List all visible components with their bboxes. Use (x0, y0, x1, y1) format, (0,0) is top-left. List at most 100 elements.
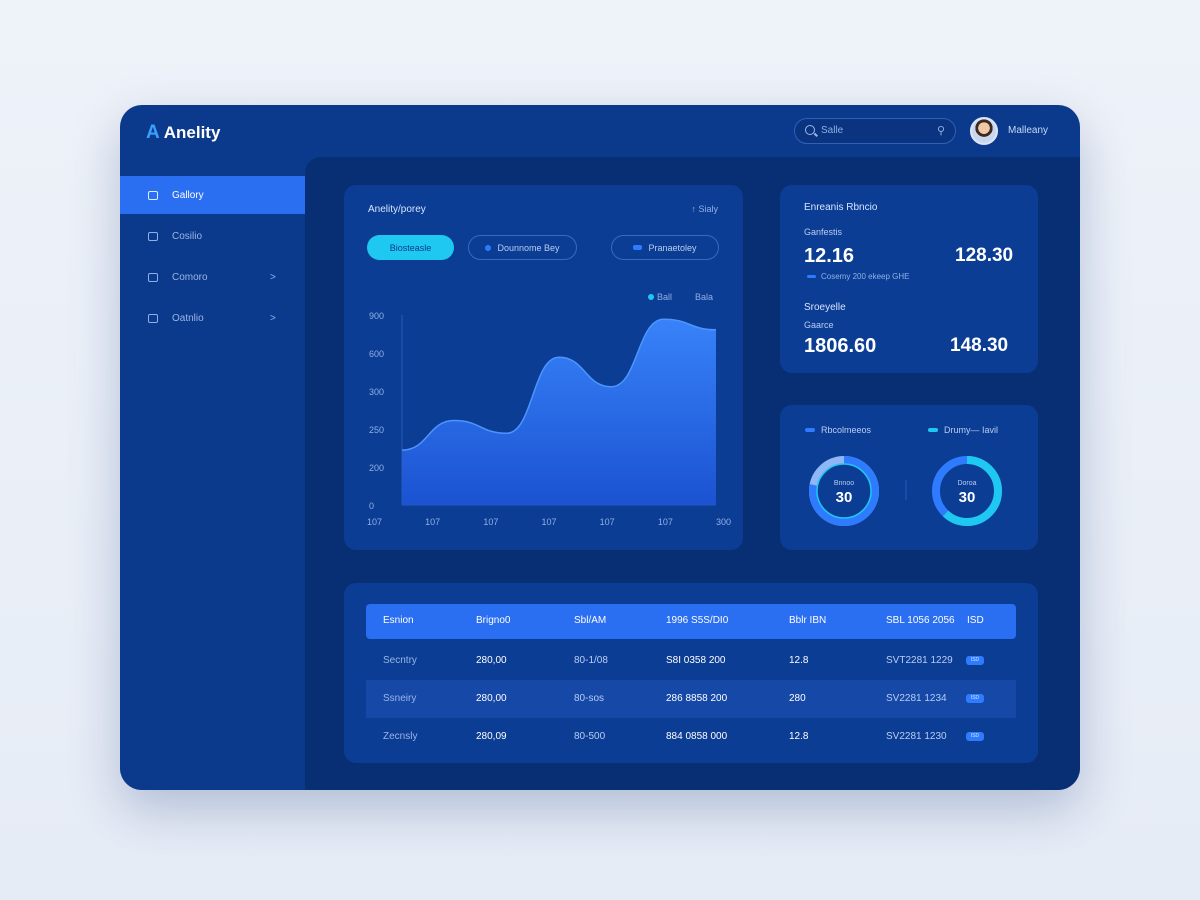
legend-swatch-icon (805, 428, 815, 432)
stat-label: Sroeyelle (804, 302, 846, 313)
area-series[interactable] (402, 319, 716, 505)
filter-pill-3[interactable]: Pranaetoley (611, 235, 719, 260)
table-cell: 286 8858 200 (666, 693, 728, 704)
table-row[interactable]: Secntry 280,00 80-1/08 S8I 0358 200 12.8… (366, 642, 1016, 680)
stat-label: Gaarce (804, 320, 834, 330)
status-badge[interactable]: ISD (966, 694, 984, 703)
pill-label: Dounnome Bey (497, 242, 560, 253)
avatar[interactable] (970, 117, 998, 145)
sidebar-item-label: Gallory (172, 189, 204, 201)
sidebar-item-comoro[interactable]: Comoro > (120, 258, 305, 296)
x-tick-label: 107 (483, 517, 498, 527)
status-badge[interactable]: ISD (966, 732, 984, 741)
data-table-card: Esnion Brigno0 Sbl/AM 1996 S5S/DI0 Bblr … (344, 583, 1038, 763)
legend-swatch-icon (633, 245, 643, 250)
table-cell: 80-500 (574, 731, 606, 742)
x-tick-label: 300 (716, 517, 731, 527)
folder-icon (148, 231, 158, 241)
donut-inner-ring (816, 463, 872, 519)
donut-label: Bnnoo (834, 480, 854, 487)
y-tick-label: 600 (369, 349, 384, 359)
table-cell: SV2281 1234 (886, 693, 947, 704)
pill-label: Pranaetoley (648, 242, 697, 253)
logo-icon: A (146, 122, 160, 143)
sidebar: Gallory Cosilio Comoro > Oatnlio > (120, 160, 305, 790)
search-input[interactable]: Salle ⚲ (794, 118, 956, 144)
column-header[interactable]: Bblr IBN (789, 615, 827, 626)
pill-label: Biosteasle (389, 242, 432, 253)
legend-swatch-icon (928, 428, 938, 432)
donut-chart-1[interactable]: Bnnoo 30 (809, 456, 879, 526)
table-cell: 280,00 (476, 655, 507, 666)
table-row[interactable]: Zecnsly 280,09 80-500 884 0858 000 12.8 … (366, 718, 1016, 756)
table-cell: Ssneiry (383, 693, 417, 704)
area-chart-card: Anelity/porey ↑ Sialy Biosteasle Dounnom… (344, 185, 743, 550)
x-tick-label: 107 (367, 517, 382, 527)
stat-value: 148.30 (950, 335, 1009, 356)
donut-legend-label: Drumy— Iavil (944, 425, 999, 435)
user-name[interactable]: Malleany (1008, 125, 1049, 136)
stats-legend: Cosemy 200 ekeep GHE (807, 272, 910, 281)
table-row[interactable]: Ssneiry 280,00 80-sos 286 8858 200 280 S… (366, 680, 1016, 718)
sidebar-item-label: Oatnlio (172, 312, 204, 324)
main-content: Anelity/porey ↑ Sialy Biosteasle Dounnom… (305, 157, 1080, 790)
sidebar-item-label: Comoro (172, 271, 208, 283)
column-header[interactable]: Sbl/AM (574, 615, 607, 626)
stats-title: Enreanis Rbncio (804, 202, 878, 213)
sliders-icon[interactable]: ⚲ (936, 125, 945, 137)
chart-more-link[interactable]: ↑ Sialy (691, 204, 718, 214)
top-bar: A Anelity Salle ⚲ Malleany (120, 105, 1080, 160)
y-tick-label: 0 (369, 501, 374, 511)
donut-card: Rbcolmeeos Drumy— Iavil Bnnoo 30 Doroa 3… (780, 405, 1038, 550)
database-icon (148, 313, 158, 323)
stats-card: Enreanis Rbncio Ganfestis 12.16 128.30 C… (780, 185, 1038, 373)
legend-dot (648, 294, 654, 300)
chart-legend: Ball Bala (648, 292, 713, 302)
app-logo[interactable]: A Anelity (146, 122, 220, 144)
chart-title: Anelity/porey (368, 204, 426, 215)
chevron-right-icon: > (270, 312, 276, 324)
column-header[interactable]: Esnion (383, 615, 414, 626)
table-cell: 280,00 (476, 693, 507, 704)
legend-label: Bala (695, 292, 713, 302)
stats-legend-label: Cosemy 200 ekeep GHE (821, 272, 910, 281)
area-chart[interactable]: Ball Bala 900 600 300 250 200 0 107 107 107 107 10… (344, 285, 743, 535)
x-tick-label: 107 (600, 517, 615, 527)
stat-value: 128.30 (955, 245, 1014, 266)
app-window: A Anelity Salle ⚲ Malleany Gallory Cosil… (120, 105, 1080, 790)
status-badge[interactable]: ISD (966, 656, 984, 665)
legend-label: Ball (657, 292, 672, 302)
x-tick-label: 107 (658, 517, 673, 527)
y-tick-label: 900 (369, 311, 384, 321)
table-cell: 280,09 (476, 731, 507, 742)
stat-value: 12.16 (804, 245, 855, 267)
donut-arc (809, 456, 879, 526)
column-header[interactable]: SBL 1056 2056 (886, 615, 955, 626)
column-header[interactable]: ISD (967, 615, 984, 626)
donut-value: 30 (959, 489, 976, 506)
column-header[interactable]: 1996 S5S/DI0 (666, 615, 729, 626)
donut-legend-label: Rbcolmeeos (821, 425, 872, 435)
donut-legend-2: Drumy— Iavil (928, 425, 998, 435)
y-tick-label: 200 (369, 463, 384, 473)
table-cell: 80-1/08 (574, 655, 608, 666)
search-placeholder: Salle (821, 125, 844, 136)
donut-value: 30 (836, 489, 853, 506)
sidebar-item-gallory[interactable]: Gallory (120, 176, 305, 214)
sidebar-item-oatnlio[interactable]: Oatnlio > (120, 299, 305, 337)
table-cell: 12.8 (789, 731, 809, 742)
table-cell: Zecnsly (383, 731, 418, 742)
chart-more-label: Sialy (698, 204, 718, 214)
app-name: Anelity (163, 123, 221, 142)
sidebar-item-cosilio[interactable]: Cosilio (120, 217, 305, 255)
dashboard-icon (148, 190, 158, 200)
donut-charts[interactable]: Bnnoo 30 Doroa 30 (780, 445, 1038, 545)
column-header[interactable]: Brigno0 (476, 615, 511, 626)
x-tick-label: 107 (425, 517, 440, 527)
search-icon (805, 125, 815, 135)
filter-pill-1[interactable]: Biosteasle (367, 235, 454, 260)
donut-chart-2[interactable]: Doroa 30 (932, 456, 1002, 526)
stat-value: 1806.60 (804, 335, 877, 357)
filter-pill-2[interactable]: Dounnome Bey (468, 235, 577, 260)
legend-swatch-icon (807, 275, 816, 278)
